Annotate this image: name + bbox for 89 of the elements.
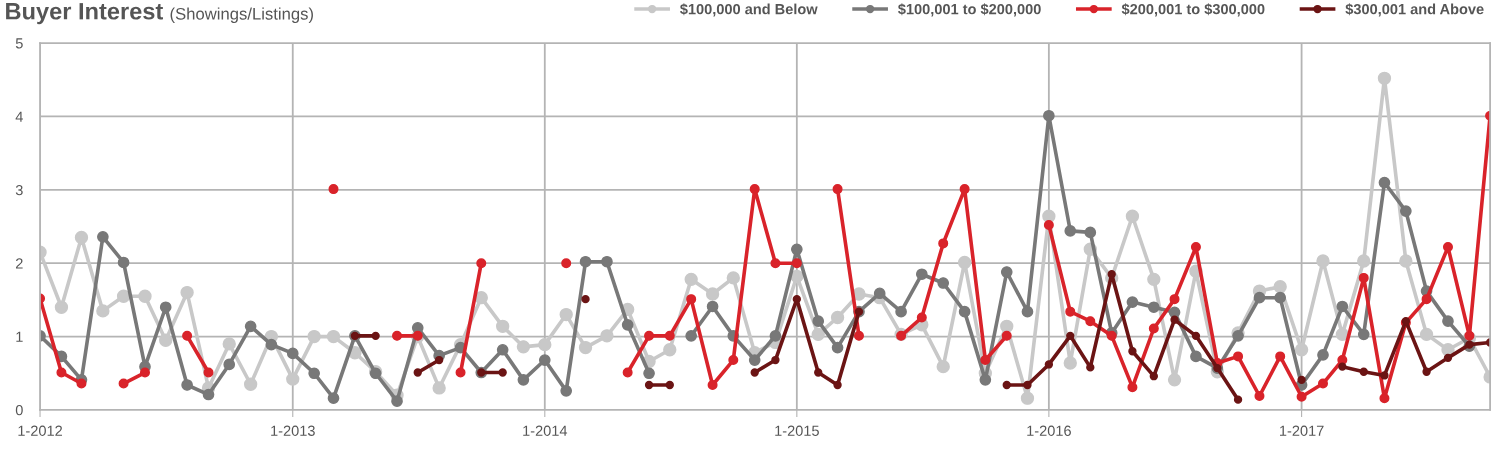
legend-label: $300,001 and Above	[1345, 3, 1484, 17]
point	[182, 330, 193, 341]
y-tick-label: 5	[15, 38, 23, 49]
point	[1296, 391, 1307, 402]
point	[561, 258, 572, 269]
point	[1359, 367, 1368, 376]
x-tick-label: 1-2012	[18, 425, 63, 436]
point	[622, 367, 633, 378]
y-tick-label: 2	[15, 258, 23, 269]
point	[792, 294, 801, 304]
point	[139, 367, 150, 378]
point	[1148, 323, 1159, 334]
x-tick-label: 1-2013	[271, 425, 315, 436]
point	[1128, 347, 1137, 356]
point	[1275, 351, 1286, 362]
point	[1254, 390, 1265, 401]
point	[371, 331, 380, 341]
point	[1149, 372, 1158, 381]
chart-subtitle: (Showings/Listings)	[170, 7, 313, 23]
legend-label: $200,001 to $300,000	[1121, 3, 1265, 17]
point	[1421, 294, 1432, 305]
point	[980, 355, 991, 366]
point	[707, 379, 718, 390]
legend-label: $100,001 to $200,000	[898, 3, 1041, 17]
point	[644, 380, 654, 390]
point	[664, 330, 675, 341]
point	[686, 294, 697, 305]
point	[1297, 375, 1306, 385]
point	[1422, 367, 1431, 376]
point	[665, 380, 674, 390]
point	[1043, 220, 1054, 231]
x-tick-label: 1-2015	[775, 425, 819, 436]
point	[1066, 331, 1075, 341]
y-tick-label: 0	[15, 405, 23, 416]
point	[1464, 330, 1475, 341]
point	[76, 378, 87, 389]
point	[749, 184, 760, 195]
point	[328, 184, 339, 195]
point	[770, 258, 781, 269]
point	[1190, 242, 1201, 253]
point	[853, 330, 864, 341]
point	[1170, 315, 1179, 324]
point	[1169, 294, 1180, 305]
point	[1023, 380, 1032, 390]
point	[1380, 371, 1389, 380]
point	[1443, 353, 1453, 363]
point	[1065, 306, 1076, 317]
point	[392, 330, 403, 341]
point	[1379, 393, 1390, 404]
y-tick-label: 1	[16, 331, 23, 342]
point	[644, 330, 655, 341]
point	[1358, 272, 1369, 283]
point	[203, 367, 214, 378]
point	[771, 355, 780, 365]
point	[938, 238, 949, 249]
point	[791, 258, 802, 269]
x-tick-label: 1-2017	[1280, 425, 1324, 436]
point	[832, 184, 843, 195]
legend-label: $100,000 and Below	[680, 3, 818, 17]
point	[1317, 378, 1328, 389]
point	[118, 378, 129, 389]
chart-title: Buyer Interest	[6, 3, 163, 25]
point	[833, 380, 842, 390]
point	[476, 258, 487, 269]
point	[1086, 363, 1095, 372]
point	[498, 368, 507, 377]
point	[750, 368, 759, 377]
point	[1002, 380, 1011, 390]
point	[581, 294, 590, 304]
point	[728, 355, 739, 366]
point	[413, 368, 422, 377]
point	[959, 184, 970, 195]
point	[455, 367, 466, 378]
y-tick-label: 3	[15, 184, 23, 196]
y-tick-label: 4	[15, 111, 23, 122]
point	[1233, 351, 1244, 362]
point	[1233, 395, 1243, 404]
point	[434, 355, 444, 365]
point	[1085, 316, 1096, 327]
point	[1127, 382, 1138, 393]
point	[56, 367, 67, 378]
point	[1338, 362, 1347, 371]
x-tick-label: 1-2014	[523, 425, 568, 436]
x-tick-label: 1-2016	[1027, 425, 1071, 436]
point	[1044, 360, 1054, 369]
point	[916, 312, 927, 323]
point	[1191, 331, 1201, 341]
point	[814, 368, 823, 377]
point	[1001, 330, 1012, 341]
